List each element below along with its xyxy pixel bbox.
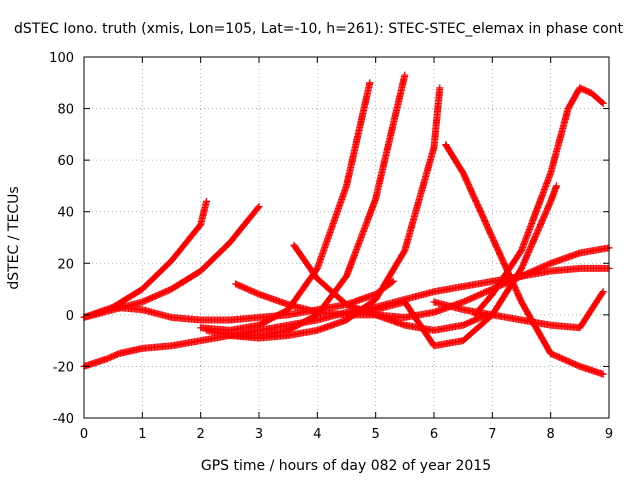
x-tick-label: 6 xyxy=(430,427,438,442)
x-tick-label: 0 xyxy=(80,427,88,442)
data-series-7 xyxy=(226,84,444,342)
data-series-13 xyxy=(471,84,607,319)
x-tick-label: 5 xyxy=(372,427,380,442)
grid-lines xyxy=(84,57,609,418)
x-tick-label: 2 xyxy=(197,427,205,442)
y-tick-label: -20 xyxy=(53,360,74,375)
y-tick-label: 100 xyxy=(49,51,74,66)
data-series-12 xyxy=(442,141,607,378)
x-tick-label: 1 xyxy=(138,427,146,442)
chart-title: dSTEC Iono. truth (xmis, Lon=105, Lat=-1… xyxy=(14,21,624,37)
y-tick-label: 40 xyxy=(57,206,74,221)
axis-ticks: 0 1 2 3 4 5 6 7 8 9 -40 -20 0 20 40 60 80 100 xyxy=(49,51,613,442)
y-tick-label: 20 xyxy=(57,257,74,272)
y-tick-label: 0 xyxy=(66,309,74,324)
x-tick-label: 7 xyxy=(488,427,496,442)
data-markers xyxy=(80,71,613,378)
data-series-5 xyxy=(197,79,374,334)
y-tick-label: 80 xyxy=(57,103,74,118)
series-12-markers xyxy=(442,141,607,378)
y-tick-label: 60 xyxy=(57,154,74,169)
y-tick-label: -40 xyxy=(53,412,74,427)
x-tick-label: 3 xyxy=(255,427,263,442)
series-7-markers xyxy=(226,84,444,342)
x-axis-label: GPS time / hours of day 082 of year 2015 xyxy=(201,458,491,474)
y-axis-label: dSTEC / TECUs xyxy=(6,186,22,289)
series-13-markers xyxy=(471,84,607,319)
x-tick-label: 8 xyxy=(547,427,555,442)
series-5-markers xyxy=(197,79,374,334)
x-tick-label: 4 xyxy=(313,427,321,442)
plot-frame xyxy=(83,56,610,419)
x-tick-label: 9 xyxy=(605,427,613,442)
